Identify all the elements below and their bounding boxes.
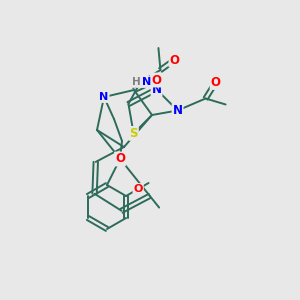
Text: O: O [169, 53, 179, 67]
Text: O: O [115, 152, 125, 166]
Text: N: N [152, 83, 161, 96]
Text: O: O [211, 76, 220, 89]
Text: O: O [151, 74, 161, 86]
Text: N: N [99, 92, 109, 102]
Text: N: N [142, 77, 151, 87]
Text: S: S [129, 127, 138, 140]
Text: H: H [132, 77, 141, 87]
Text: N: N [172, 104, 183, 117]
Text: O: O [134, 184, 143, 194]
